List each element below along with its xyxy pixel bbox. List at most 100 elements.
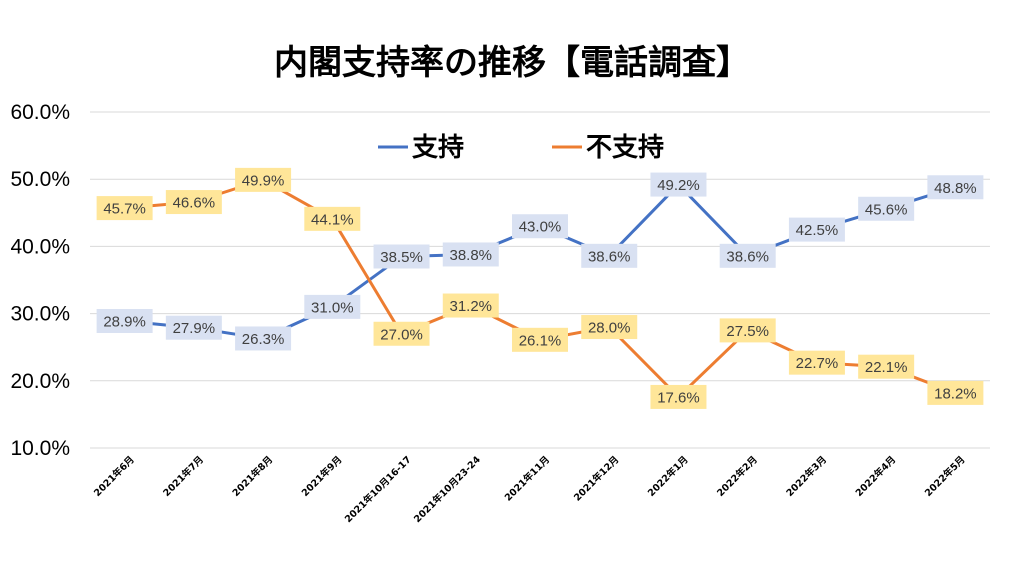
data-label: 49.2% [650, 172, 707, 197]
data-label: 26.3% [235, 326, 292, 351]
data-label-box [788, 350, 845, 375]
data-label-text: 49.2% [657, 177, 700, 194]
data-label-box [235, 167, 292, 192]
legend-entry: 不支持 [586, 133, 664, 163]
x-tick-label: 2022年4月 [853, 454, 898, 499]
x-tick-label: 2021年10月16-17 [342, 454, 413, 525]
x-tick-label: 2021年7月 [161, 454, 206, 499]
data-label-text: 28.0% [588, 320, 631, 337]
data-label: 27.5% [719, 318, 776, 343]
data-label-box [927, 380, 984, 405]
x-tick-label: 2021年12月 [571, 454, 621, 504]
data-label-box [96, 196, 153, 221]
data-label-box [927, 175, 984, 200]
data-label: 28.9% [96, 308, 153, 333]
data-labels: 28.9% 27.9% 26.3% 31.0% 38.5% 38.8% 43.0% 38.6%… [96, 167, 984, 409]
y-tick-label: 10.0% [10, 437, 70, 460]
data-label-box [96, 308, 153, 333]
data-label-text: 22.1% [865, 359, 908, 376]
data-label: 43.0% [512, 214, 568, 239]
data-label: 27.9% [165, 315, 222, 340]
data-label-text: 31.2% [449, 298, 492, 315]
data-label-text: 27.0% [380, 326, 423, 343]
data-label: 28.0% [581, 315, 638, 340]
data-label-box [165, 315, 222, 340]
data-label: 31.2% [442, 293, 499, 318]
data-label: 27.0% [373, 321, 430, 346]
y-tick-label: 40.0% [10, 235, 70, 258]
data-label: 45.6% [858, 196, 915, 221]
data-label-box [788, 217, 845, 242]
data-label-box [373, 244, 430, 269]
data-label-text: 48.8% [934, 180, 977, 197]
gridlines [90, 111, 990, 449]
data-label-text: 49.9% [242, 172, 285, 189]
data-label-box [858, 196, 915, 221]
data-label: 49.9% [235, 167, 292, 192]
data-label: 26.1% [512, 327, 568, 352]
data-label: 38.6% [719, 243, 776, 268]
data-label-text: 26.3% [242, 331, 285, 348]
data-label-box [581, 243, 638, 268]
data-label-box [858, 354, 915, 379]
y-tick-label: 30.0% [10, 303, 70, 326]
data-label: 22.7% [788, 350, 845, 375]
x-tick-label: 2021年10月23-24 [411, 453, 483, 525]
x-tick-label: 2022年3月 [784, 454, 829, 499]
y-tick-label: 20.0% [10, 370, 70, 393]
x-tick-label: 2021年11月 [502, 454, 552, 504]
data-label-text: 45.6% [865, 201, 908, 218]
data-label-box [512, 214, 568, 239]
data-label-text: 43.0% [519, 219, 562, 236]
data-label: 44.1% [304, 206, 361, 231]
data-label-text: 42.5% [796, 222, 839, 239]
x-tick-label: 2022年1月 [645, 454, 690, 499]
data-label-text: 44.1% [311, 211, 354, 228]
data-label-text: 27.9% [173, 320, 216, 337]
data-label: 22.1% [858, 354, 915, 379]
data-label-box [512, 327, 568, 352]
data-label-box [719, 318, 776, 343]
data-label-box [442, 242, 499, 267]
data-label: 42.5% [788, 217, 845, 242]
data-label-text: 38.8% [449, 247, 492, 264]
data-label-text: 38.5% [380, 249, 423, 266]
x-tick-label: 2021年6月 [91, 454, 136, 499]
x-tick-label: 2022年5月 [922, 454, 967, 499]
data-label-box [650, 172, 707, 197]
x-tick-label: 2022年2月 [715, 454, 760, 499]
data-label-text: 45.7% [103, 201, 146, 218]
data-label-box [650, 384, 707, 409]
data-label: 18.2% [927, 380, 984, 405]
data-label: 46.6% [165, 190, 222, 215]
data-label-text: 38.6% [588, 248, 631, 265]
data-label-text: 22.7% [796, 355, 839, 372]
data-label: 31.0% [304, 294, 361, 319]
y-tick-label: 50.0% [10, 168, 70, 191]
data-label-text: 38.6% [726, 248, 769, 265]
data-label-box [235, 326, 292, 351]
data-label-text: 17.6% [657, 389, 700, 406]
data-label-box [304, 294, 361, 319]
x-axis-ticks: 2021年6月 2021年7月 2021年8月 2021年9月2021年10月16-1… [91, 453, 967, 525]
data-label-box [581, 315, 638, 340]
chart-title: 内閣支持率の推移【電話調査】 [274, 43, 750, 83]
data-label-text: 27.5% [726, 323, 769, 340]
data-label-text: 18.2% [934, 385, 977, 402]
data-label-box [719, 243, 776, 268]
data-label: 38.8% [442, 242, 499, 267]
data-label: 38.6% [581, 243, 638, 268]
y-axis-ticks: 10.0% 20.0% 30.0% 40.0% 50.0% 60.0% [10, 101, 70, 460]
data-label: 17.6% [650, 384, 707, 409]
data-label-box [373, 321, 430, 346]
data-label: 45.7% [96, 196, 153, 221]
data-label-box [442, 293, 499, 318]
data-label-box [165, 190, 222, 215]
y-tick-label: 60.0% [10, 101, 70, 124]
data-label: 38.5% [373, 244, 430, 269]
x-tick-label: 2021年8月 [230, 454, 275, 499]
data-label-text: 26.1% [519, 332, 562, 349]
data-label-box [304, 206, 361, 231]
